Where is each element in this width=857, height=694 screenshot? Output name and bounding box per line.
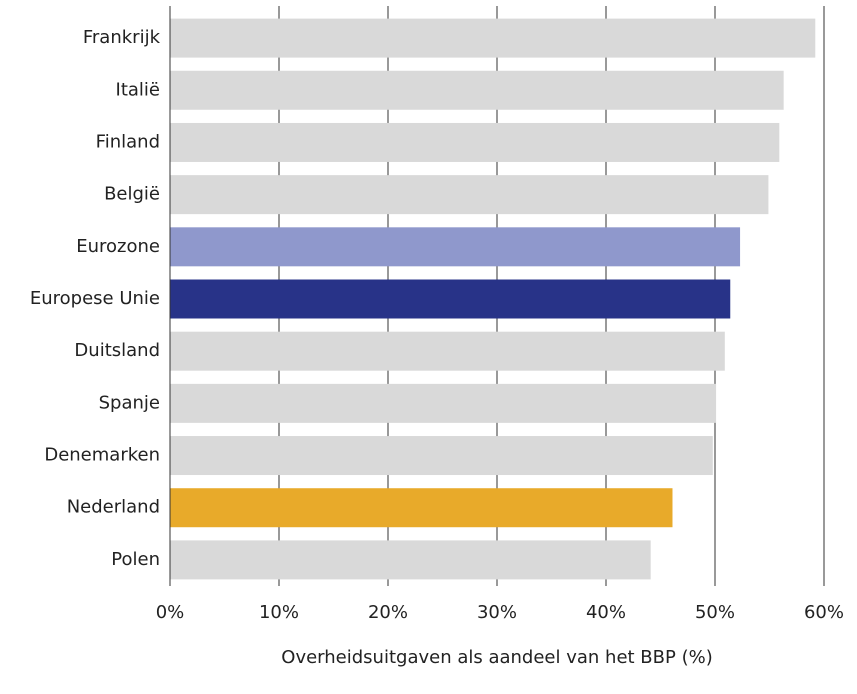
x-tick-label: 60% — [804, 602, 844, 623]
x-tick-label: 50% — [695, 602, 735, 623]
y-tick-label: België — [104, 184, 160, 205]
x-tick-label: 0% — [156, 602, 185, 623]
bar — [170, 279, 731, 319]
x-tick-label: 10% — [259, 602, 299, 623]
x-tick-label: 30% — [477, 602, 517, 623]
bar — [170, 175, 769, 215]
y-tick-label: Nederland — [67, 497, 160, 518]
y-tick-label: Duitsland — [74, 340, 160, 361]
bar — [170, 18, 816, 58]
bar — [170, 122, 780, 162]
bar — [170, 540, 651, 580]
y-tick-label: Eurozone — [76, 236, 160, 257]
bar — [170, 331, 725, 371]
bar — [170, 383, 717, 423]
y-tick-label: Frankrijk — [83, 27, 161, 48]
x-tick-label: 40% — [586, 602, 626, 623]
bar — [170, 70, 784, 110]
y-tick-label: Spanje — [99, 392, 160, 413]
bar — [170, 488, 673, 528]
y-tick-label: Italië — [116, 79, 160, 100]
x-tick-label: 20% — [368, 602, 408, 623]
y-tick-label: Europese Unie — [30, 288, 160, 309]
x-axis-label: Overheidsuitgaven als aandeel van het BB… — [281, 647, 712, 668]
y-tick-label: Finland — [96, 131, 160, 152]
y-tick-label: Denemarken — [44, 445, 160, 466]
y-tick-label: Polen — [111, 549, 160, 570]
bar — [170, 227, 741, 267]
bar — [170, 436, 713, 476]
